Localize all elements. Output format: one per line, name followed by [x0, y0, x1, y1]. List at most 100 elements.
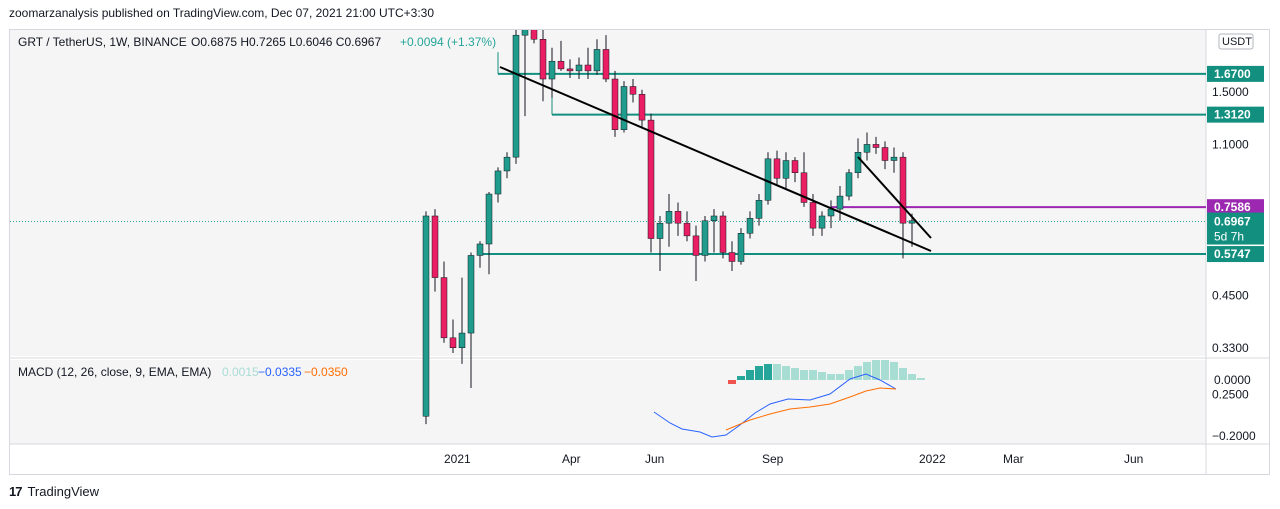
candle-body	[809, 202, 817, 229]
candle-body	[665, 211, 673, 224]
candle-body	[710, 215, 718, 221]
candle-body	[557, 60, 565, 70]
level-label: 1.3120	[1214, 108, 1251, 122]
macd-histogram-bar	[737, 376, 745, 380]
macd-histogram-bar	[872, 360, 880, 380]
chart-svg[interactable]: 2.50001.50001.10000.45000.33000.2500USDT…	[10, 30, 1269, 474]
candle-body	[755, 200, 763, 219]
macd-histogram-bar	[809, 370, 817, 380]
candle-body	[683, 222, 691, 237]
macd-histogram-bar	[746, 370, 754, 380]
candle-body	[656, 222, 664, 239]
price-tick-label: 1.5000	[1212, 85, 1249, 99]
macd-line-value: −0.0335	[258, 365, 302, 379]
time-tick-label: Apr	[562, 452, 581, 466]
level-label-bg	[1207, 65, 1264, 82]
candle-body	[908, 220, 916, 224]
candle-body	[485, 193, 493, 245]
time-tick-label: Sep	[762, 452, 784, 466]
macd-histogram-bar	[845, 370, 853, 380]
macd-histogram-bar	[800, 370, 808, 380]
candle-body	[782, 160, 790, 179]
candle-body	[746, 218, 754, 234]
candle-body	[422, 215, 430, 417]
candle-body	[737, 233, 745, 262]
candle-body	[881, 147, 889, 161]
tradingview-logo-icon[interactable]: 17	[9, 484, 23, 499]
level-label-bg	[1207, 106, 1264, 123]
candle-body	[503, 156, 511, 172]
candle-body	[647, 119, 655, 239]
ohlc-values: O0.6875 H0.7265 L0.6046 C0.6967	[191, 35, 381, 49]
candle-body	[674, 211, 682, 224]
change-value: +0.0094 (+1.37%)	[400, 35, 496, 49]
macd-histogram-bar	[773, 364, 781, 380]
candle-body	[899, 156, 907, 224]
macd-pane-bg	[10, 360, 1206, 444]
candle-body	[701, 220, 709, 256]
macd-label: MACD (12, 26, close, 9, EMA, EMA)	[18, 365, 211, 379]
macd-histogram-bar	[818, 372, 826, 380]
footer-brand[interactable]: TradingView	[27, 484, 100, 499]
time-tick-label: Mar	[1003, 452, 1024, 466]
main-pane-bg	[10, 30, 1206, 356]
candle-body	[854, 152, 862, 174]
candle-body	[728, 252, 736, 262]
candle-body	[566, 68, 574, 72]
price-tick-label: 0.4500	[1212, 288, 1249, 302]
macd-histogram-bar	[836, 374, 844, 380]
symbol-label: GRT / TetherUS, 1W, BINANCE	[18, 35, 187, 49]
candle-body	[863, 144, 871, 153]
candle-body	[521, 30, 529, 36]
macd-line	[653, 373, 897, 438]
macd-hist-value: 0.0015	[222, 365, 259, 379]
current-price-bg	[1207, 212, 1264, 245]
candle-body	[593, 49, 601, 72]
trendline-descending	[499, 66, 932, 252]
level-label: 0.5747	[1214, 247, 1251, 261]
macd-histogram-bar	[755, 366, 763, 380]
signal-line	[725, 387, 897, 431]
candle-body	[431, 215, 439, 278]
macd-histogram-bar	[863, 362, 871, 380]
candle-body	[800, 172, 808, 203]
candle-body	[719, 215, 727, 253]
macd-histogram-bar	[782, 366, 790, 380]
candle-body	[539, 39, 547, 80]
candle-body	[638, 94, 646, 121]
chart-frame[interactable]: 2.50001.50001.10000.45000.33000.2500USDT…	[9, 29, 1270, 475]
candle-body	[512, 34, 520, 158]
time-tick-label: 2022	[919, 452, 946, 466]
level-label: 0.7586	[1214, 200, 1251, 214]
trendline-short	[857, 156, 932, 239]
current-price-label: 0.6967	[1214, 215, 1251, 229]
candle-body	[611, 78, 619, 130]
macd-tick-label: 0.0000	[1214, 373, 1251, 387]
candle-body	[791, 160, 799, 174]
macd-histogram-bar	[854, 366, 862, 380]
macd-histogram-bar	[728, 380, 736, 384]
candle-body	[845, 172, 853, 197]
candle-body	[836, 195, 844, 210]
candle-body	[818, 215, 826, 229]
level-label-bg	[1207, 246, 1264, 263]
macd-signal-value: −0.0350	[304, 365, 348, 379]
candle-body	[458, 332, 466, 349]
candle-body	[692, 235, 700, 256]
price-tick-label: 0.3300	[1212, 341, 1249, 355]
price-tick-label: 1.1000	[1212, 137, 1249, 151]
candle-body	[773, 158, 781, 179]
candle-body	[467, 255, 475, 334]
macd-tick-label: −0.2000	[1212, 429, 1256, 443]
time-tick-label: 2021	[444, 452, 471, 466]
candle-body	[620, 86, 628, 130]
macd-histogram-bar	[881, 360, 889, 380]
time-tick-label: Jun	[645, 452, 664, 466]
level-label: 1.6700	[1214, 67, 1251, 81]
candle-body	[530, 30, 538, 40]
price-tick-label: 0.2500	[1212, 388, 1249, 402]
macd-histogram-bar	[791, 368, 799, 380]
candle-body	[440, 277, 448, 339]
macd-histogram-bar	[764, 364, 772, 380]
currency-label: USDT	[1222, 36, 1252, 48]
